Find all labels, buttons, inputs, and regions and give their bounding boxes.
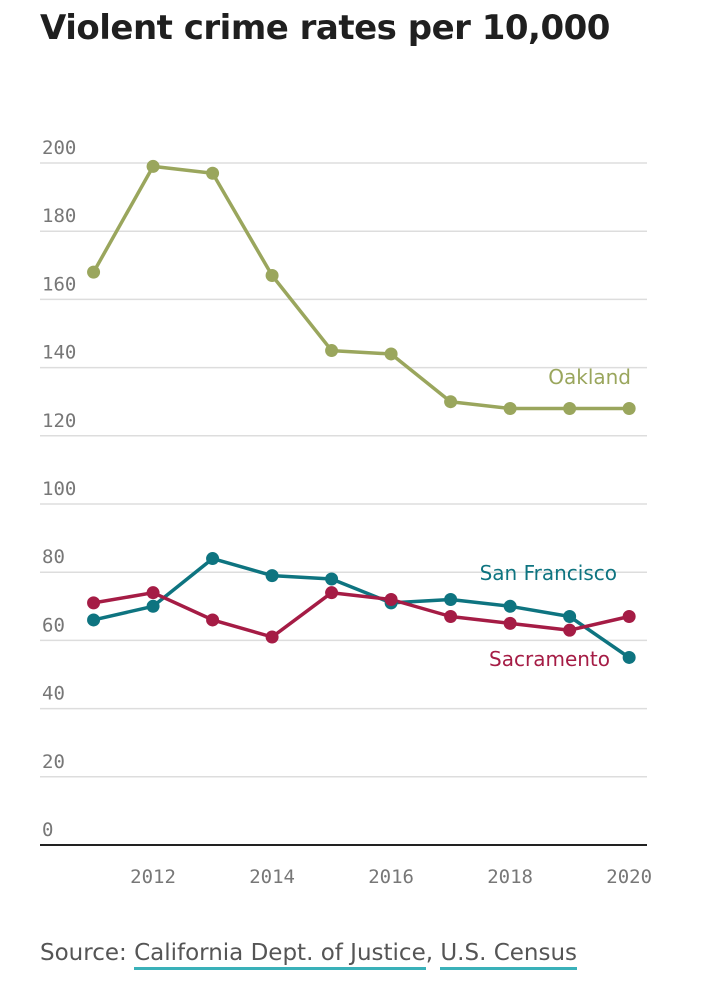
- data-point-san-francisco: [206, 552, 220, 566]
- source-link-census[interactable]: U.S. Census: [440, 940, 578, 970]
- y-tick-label: 180: [42, 205, 76, 227]
- data-point-oakland: [384, 347, 398, 361]
- y-axis-ticks: 0 20 40 60 80 100 120 140 160 180 200: [42, 137, 76, 841]
- data-points: [87, 159, 636, 664]
- data-point-san-francisco: [622, 650, 636, 664]
- data-point-sacramento: [444, 610, 458, 624]
- y-tick-label: 80: [42, 546, 65, 568]
- gridlines: [40, 162, 647, 846]
- data-point-sacramento: [384, 592, 398, 606]
- x-tick-label: 2016: [368, 866, 414, 888]
- series-line-san-francisco: [91, 556, 631, 660]
- series-label-oakland: Oakland: [548, 365, 631, 389]
- series-line-sacramento: [91, 590, 631, 639]
- data-point-oakland: [503, 402, 517, 416]
- data-point-oakland: [206, 166, 220, 180]
- data-point-sacramento: [146, 586, 160, 600]
- data-point-san-francisco: [146, 599, 160, 613]
- y-tick-label: 0: [42, 819, 53, 841]
- x-axis-ticks: 2012 2014 2016 2018 2020: [130, 866, 652, 888]
- y-tick-label: 100: [42, 478, 76, 500]
- y-tick-label: 140: [42, 342, 76, 364]
- y-tick-label: 20: [42, 751, 65, 773]
- data-point-san-francisco: [503, 599, 517, 613]
- y-tick-label: 160: [42, 273, 76, 295]
- data-point-sacramento: [622, 610, 636, 624]
- source-separator: ,: [425, 940, 441, 966]
- data-point-oakland: [146, 159, 160, 173]
- chart-title: Violent crime rates per 10,000: [40, 8, 610, 48]
- data-point-oakland: [444, 395, 458, 409]
- data-point-san-francisco: [87, 613, 101, 627]
- x-tick-label: 2020: [606, 866, 652, 888]
- source-line: Source: California Dept. of Justice, U.S…: [40, 940, 578, 970]
- data-point-san-francisco: [444, 592, 458, 606]
- data-point-oakland: [563, 402, 577, 416]
- data-point-sacramento: [325, 586, 339, 600]
- series-label-san-francisco: San Francisco: [480, 561, 617, 585]
- series-label-sacramento: Sacramento: [489, 647, 610, 671]
- source-link-doj[interactable]: California Dept. of Justice: [134, 940, 426, 970]
- data-point-san-francisco: [265, 569, 279, 583]
- data-point-sacramento: [265, 630, 279, 644]
- data-point-sacramento: [503, 616, 517, 630]
- data-point-san-francisco: [563, 610, 577, 624]
- x-tick-label: 2012: [130, 866, 176, 888]
- series-lines: [91, 164, 631, 660]
- y-tick-label: 120: [42, 410, 76, 432]
- series-labels: Oakland San Francisco Sacramento: [480, 365, 631, 671]
- data-point-oakland: [87, 265, 101, 279]
- data-point-sacramento: [87, 596, 101, 610]
- series-line-oakland: [91, 164, 631, 411]
- line-chart: 0 20 40 60 80 100 120 140 160 180 200 2012 2014 2016…: [40, 137, 652, 888]
- y-tick-label: 200: [42, 137, 76, 159]
- y-tick-label: 40: [42, 683, 65, 705]
- y-tick-label: 60: [42, 614, 65, 636]
- x-tick-label: 2018: [487, 866, 533, 888]
- data-point-sacramento: [206, 613, 220, 627]
- source-prefix: Source:: [40, 940, 135, 966]
- data-point-oakland: [265, 269, 279, 283]
- data-point-sacramento: [563, 623, 577, 637]
- data-point-oakland: [325, 344, 339, 358]
- data-point-san-francisco: [325, 572, 339, 586]
- x-tick-label: 2014: [249, 866, 295, 888]
- data-point-oakland: [622, 402, 636, 416]
